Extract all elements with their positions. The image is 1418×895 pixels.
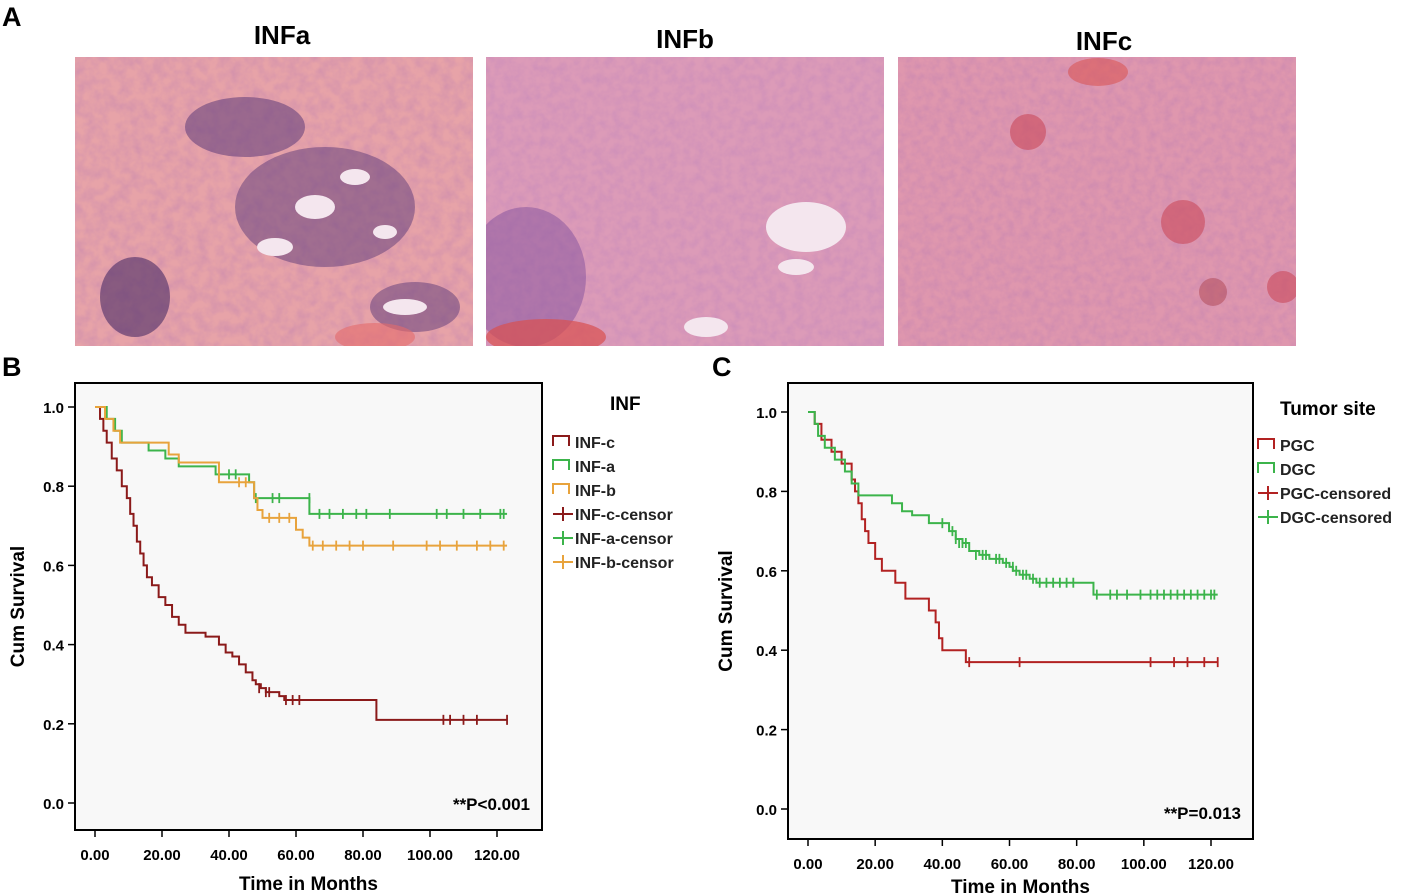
y-ticks-inf: 0.0 0.2 0.4 0.6 0.8 1.0 [43,400,75,813]
y-tick-label: 0.6 [756,564,777,581]
legend-label: PGC [1280,438,1315,455]
y-axis-label-tumor-site: Cum Survival [716,550,737,671]
y-tick-label: 0.0 [756,802,777,819]
x-tick-label: 60.00 [991,856,1029,873]
x-tick-label: 120.00 [474,847,520,864]
plot-area-tumor-site [787,382,1254,840]
y-tick-label: 0.2 [756,723,777,740]
survival-lines-tumor-site [808,411,1219,668]
x-tick-label: 80.00 [344,847,382,864]
histology-image-infb [486,57,884,346]
x-tick-label: 40.00 [924,856,962,873]
y-tick-label: 0.2 [43,717,64,734]
survival-lines-inf [95,406,508,725]
x-tick-label: 60.00 [277,847,315,864]
histology-image-infa [75,57,473,346]
y-tick-label: 1.0 [43,400,64,417]
y-tick-label: 0.6 [43,558,64,575]
x-tick-label: 40.00 [210,847,248,864]
y-tick-label: 0.8 [756,484,777,501]
legend-line-swatch [552,459,570,470]
series-line-pgc [808,411,1218,664]
histology-title-infc: INFc [1075,26,1133,56]
legend-label: DGC-censored [1280,510,1392,527]
panel-b-label: B [2,352,22,382]
legend-line-swatch [552,483,570,494]
x-tick-label: 0.00 [80,847,109,864]
x-tick-label: 80.00 [1058,856,1096,873]
histology-title-infa: INFa [253,20,311,50]
panel-a-label: A [2,2,22,32]
series-line-inf-b [95,406,508,547]
y-tick-label: 0.4 [43,638,65,655]
legend-title-tumor-site: Tumor site [1280,399,1376,420]
x-axis-label-inf: Time in Months [239,874,378,895]
y-tick-label: 0.4 [756,643,778,660]
legend-label: INF-a-censor [575,531,673,548]
x-tick-label: 20.00 [856,856,894,873]
legend-label: INF-b-censor [575,555,674,572]
legend-title-inf: INF [610,394,641,415]
y-tick-label: 0.8 [43,479,64,496]
x-tick-label: 20.00 [143,847,181,864]
legend-label: PGC-censored [1280,486,1391,503]
p-value-annotation-tumor-site: **P=0.013 [1164,804,1241,823]
legend-line-swatch [1257,438,1275,449]
x-tick-label: 100.00 [1121,856,1167,873]
x-tick-label: 120.00 [1188,856,1234,873]
legend-label: INF-b [575,483,616,500]
km-chart-tumor-site: 0.0 0.2 0.4 0.6 0.8 1.0 0.00 20.00 40.00 60.00 80… [716,382,1392,895]
x-axis-label-tumor-site: Time in Months [951,877,1090,895]
x-ticks-tumor-site: 0.00 20.00 40.00 60.00 80.00 100.00 120.00 [793,839,1234,873]
legend-label: DGC [1280,462,1316,479]
x-ticks-inf: 0.00 20.00 40.00 60.00 80.00 100.00 120.00 [80,830,520,864]
legend-label: INF-c [575,435,615,452]
y-tick-label: 0.0 [43,796,64,813]
y-axis-label-inf: Cum Survival [8,546,29,667]
p-value-annotation-inf: **P<0.001 [453,795,530,814]
legend-tumor-site: PGC DGC PGC-censored DGC-censored [1257,438,1392,527]
histology-title-infb: INFb [656,24,714,54]
legend-inf: INF-c INF-a INF-b INF-c-censor INF-a-censor I… [552,435,674,572]
km-chart-inf: 0.0 0.2 0.4 0.6 0.8 1.0 0.00 20.00 40.00 60.00 80… [8,382,674,895]
series-line-inf-c [95,406,508,721]
x-tick-label: 100.00 [407,847,453,864]
legend-label: INF-a [575,459,615,476]
legend-label: INF-c-censor [575,507,673,524]
legend-line-swatch [552,435,570,446]
x-tick-label: 0.00 [793,856,822,873]
panel-c-label: C [712,352,732,382]
legend-line-swatch [1257,462,1275,473]
y-ticks-tumor-site: 0.0 0.2 0.4 0.6 0.8 1.0 [756,405,788,819]
histology-image-infc [898,57,1296,346]
y-tick-label: 1.0 [756,405,777,422]
plot-area-inf [74,382,543,831]
